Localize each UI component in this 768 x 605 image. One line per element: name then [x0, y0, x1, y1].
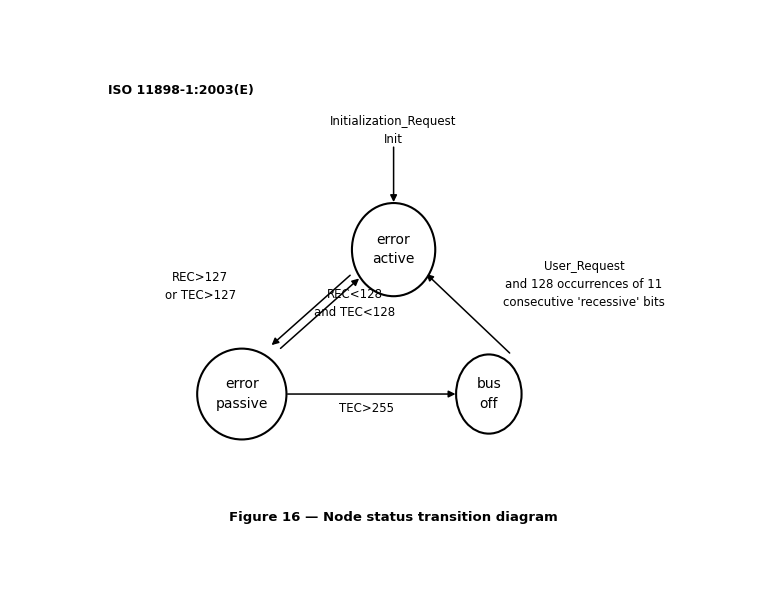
Ellipse shape	[352, 203, 435, 296]
Text: bus
off: bus off	[476, 378, 502, 411]
Text: TEC>255: TEC>255	[339, 402, 394, 416]
Text: User_Request
and 128 occurrences of 11
consecutive 'recessive' bits: User_Request and 128 occurrences of 11 c…	[503, 260, 665, 309]
Ellipse shape	[197, 348, 286, 439]
Text: REC>127
or TEC>127: REC>127 or TEC>127	[164, 272, 236, 302]
Text: error
passive: error passive	[216, 378, 268, 411]
Text: error
active: error active	[372, 233, 415, 266]
Text: ISO 11898-1:2003(E): ISO 11898-1:2003(E)	[108, 84, 253, 97]
Ellipse shape	[456, 355, 521, 434]
Text: Initialization_Request
Init: Initialization_Request Init	[330, 116, 457, 146]
Text: REC<128
and TEC<128: REC<128 and TEC<128	[314, 288, 396, 319]
Text: Figure 16 — Node status transition diagram: Figure 16 — Node status transition diagr…	[229, 511, 558, 523]
